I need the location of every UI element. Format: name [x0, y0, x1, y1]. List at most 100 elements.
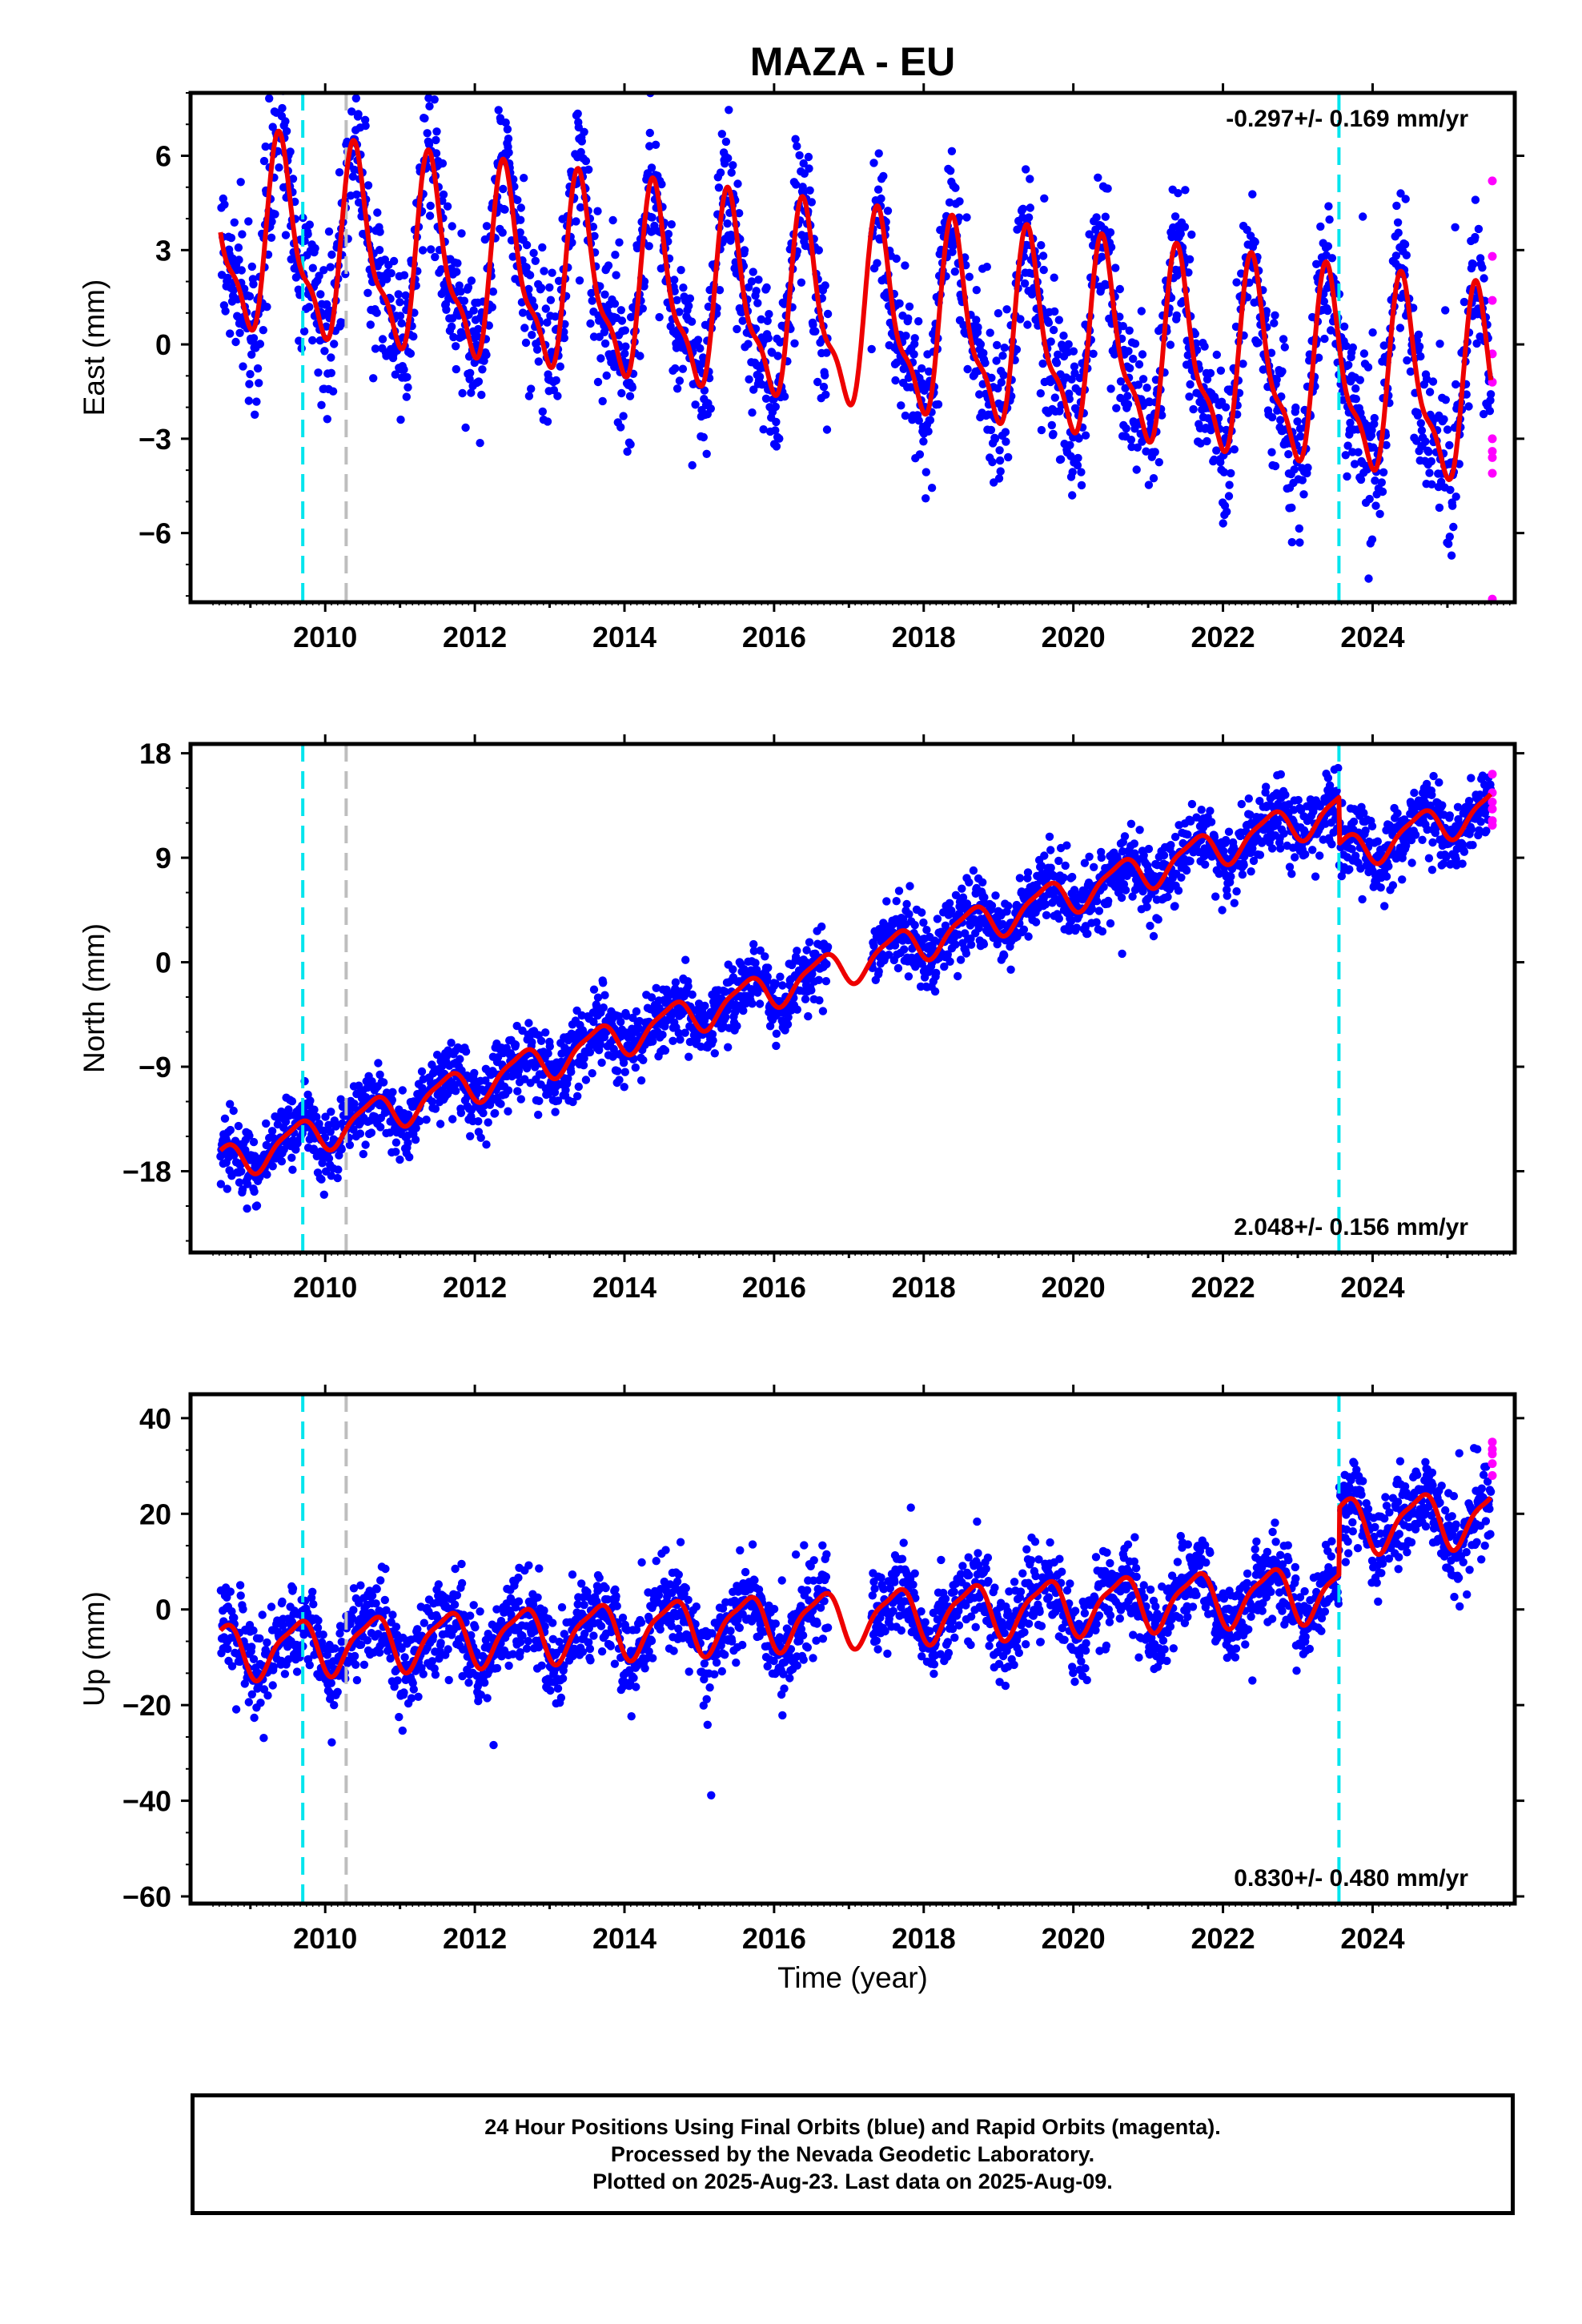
north-data-point [1090, 862, 1098, 872]
north-data-point [252, 1201, 262, 1210]
east-data-point [987, 373, 996, 382]
east-data-point [775, 434, 784, 443]
north-data-point [905, 910, 913, 919]
north-data-point [391, 1148, 400, 1156]
east-data-point [541, 304, 550, 313]
north-data-point [979, 939, 989, 949]
east-data-point [223, 273, 232, 283]
east-data-point [1050, 307, 1059, 316]
east-data-point [748, 408, 757, 417]
east-data-point [577, 137, 586, 146]
east-data-point [580, 127, 588, 136]
north-data-point [599, 1003, 608, 1012]
north-data-point [535, 1096, 544, 1106]
north-data-point [516, 1095, 525, 1104]
east-data-point [1134, 360, 1144, 369]
east-data-point [704, 302, 713, 312]
east-data-point [375, 227, 384, 236]
east-data-point [1054, 316, 1064, 324]
north-data-point [476, 1133, 485, 1143]
north-data-point [379, 1078, 388, 1087]
north-data-point [966, 940, 976, 949]
east-data-point [457, 229, 466, 238]
east-data-point [616, 423, 625, 432]
north-data-point [661, 1046, 670, 1055]
north-data-point [474, 1117, 483, 1126]
east-data-point [805, 186, 814, 195]
east-data-point [545, 283, 554, 292]
east-data-point [1435, 340, 1444, 348]
east-data-point [813, 377, 822, 387]
east-data-point [999, 371, 1008, 380]
east-x-tick-label: 2022 [1191, 621, 1255, 653]
east-data-point [915, 450, 925, 459]
east-data-point [1451, 223, 1460, 231]
east-data-point [795, 151, 804, 160]
east-data-point [1295, 633, 1303, 641]
north-data-point [764, 963, 773, 972]
east-data-point [895, 299, 904, 308]
east-x-tick-label: 2014 [592, 621, 656, 653]
east-data-point [791, 180, 801, 189]
east-data-point [1073, 460, 1082, 470]
east-data-point [1026, 175, 1034, 183]
east-data-point [236, 178, 245, 187]
east-data-point [1486, 390, 1496, 399]
east-data-point [791, 135, 800, 143]
east-data-point [693, 336, 703, 344]
east-data-point [780, 392, 789, 401]
north-data-point [1085, 852, 1094, 862]
east-data-point [1038, 251, 1048, 260]
east-data-point [1271, 311, 1279, 320]
east-data-point [402, 392, 411, 401]
north-data-point [1040, 851, 1049, 860]
east-data-point [348, 172, 358, 181]
east-data-point [869, 159, 878, 167]
east-data-point [439, 190, 448, 199]
east-data-point [396, 312, 405, 320]
east-data-point [749, 385, 758, 394]
east-data-point [1323, 242, 1333, 251]
east-data-point [673, 384, 682, 393]
east-data-point [793, 142, 801, 151]
east-data-point [1375, 509, 1384, 518]
north-data-point [639, 1055, 648, 1065]
north-data-point [822, 959, 831, 969]
east-data-point [1124, 347, 1133, 356]
north-data-point [334, 1165, 343, 1174]
east-data-point [994, 474, 1004, 483]
east-data-point [425, 211, 435, 220]
north-data-point [524, 1019, 533, 1027]
east-data-point [278, 103, 287, 113]
east-data-point [959, 320, 968, 330]
east-data-point [1351, 395, 1361, 404]
east-data-point [1221, 403, 1231, 412]
north-data-point [1221, 835, 1231, 845]
north-data-point [892, 897, 901, 906]
east-data-point [467, 276, 476, 285]
east-data-point [636, 352, 644, 360]
east-data-point [1123, 392, 1132, 400]
east-y-tick-label: 6 [155, 140, 171, 173]
east-data-point [525, 271, 535, 279]
east-y-tick-label: −3 [139, 423, 171, 456]
north-data-point [688, 990, 697, 999]
east-data-point [670, 287, 679, 296]
east-data-point [685, 294, 695, 303]
east-data-point [1478, 263, 1487, 272]
north-data-point [681, 955, 690, 964]
east-data-point [504, 148, 513, 157]
north-data-point [821, 977, 831, 986]
east-data-point [994, 309, 1003, 318]
east-data-point [925, 367, 934, 376]
east-data-point [1379, 468, 1388, 476]
north-data-point [1159, 850, 1169, 860]
east-data-point [1284, 450, 1293, 459]
east-data-point [1170, 212, 1180, 221]
east-data-point [277, 69, 285, 77]
east-data-point [424, 140, 434, 149]
north-data-point [333, 1173, 342, 1183]
east-data-point [1448, 501, 1457, 510]
east-x-tick-label: 2020 [1042, 621, 1106, 653]
north-data-point [461, 1047, 471, 1056]
